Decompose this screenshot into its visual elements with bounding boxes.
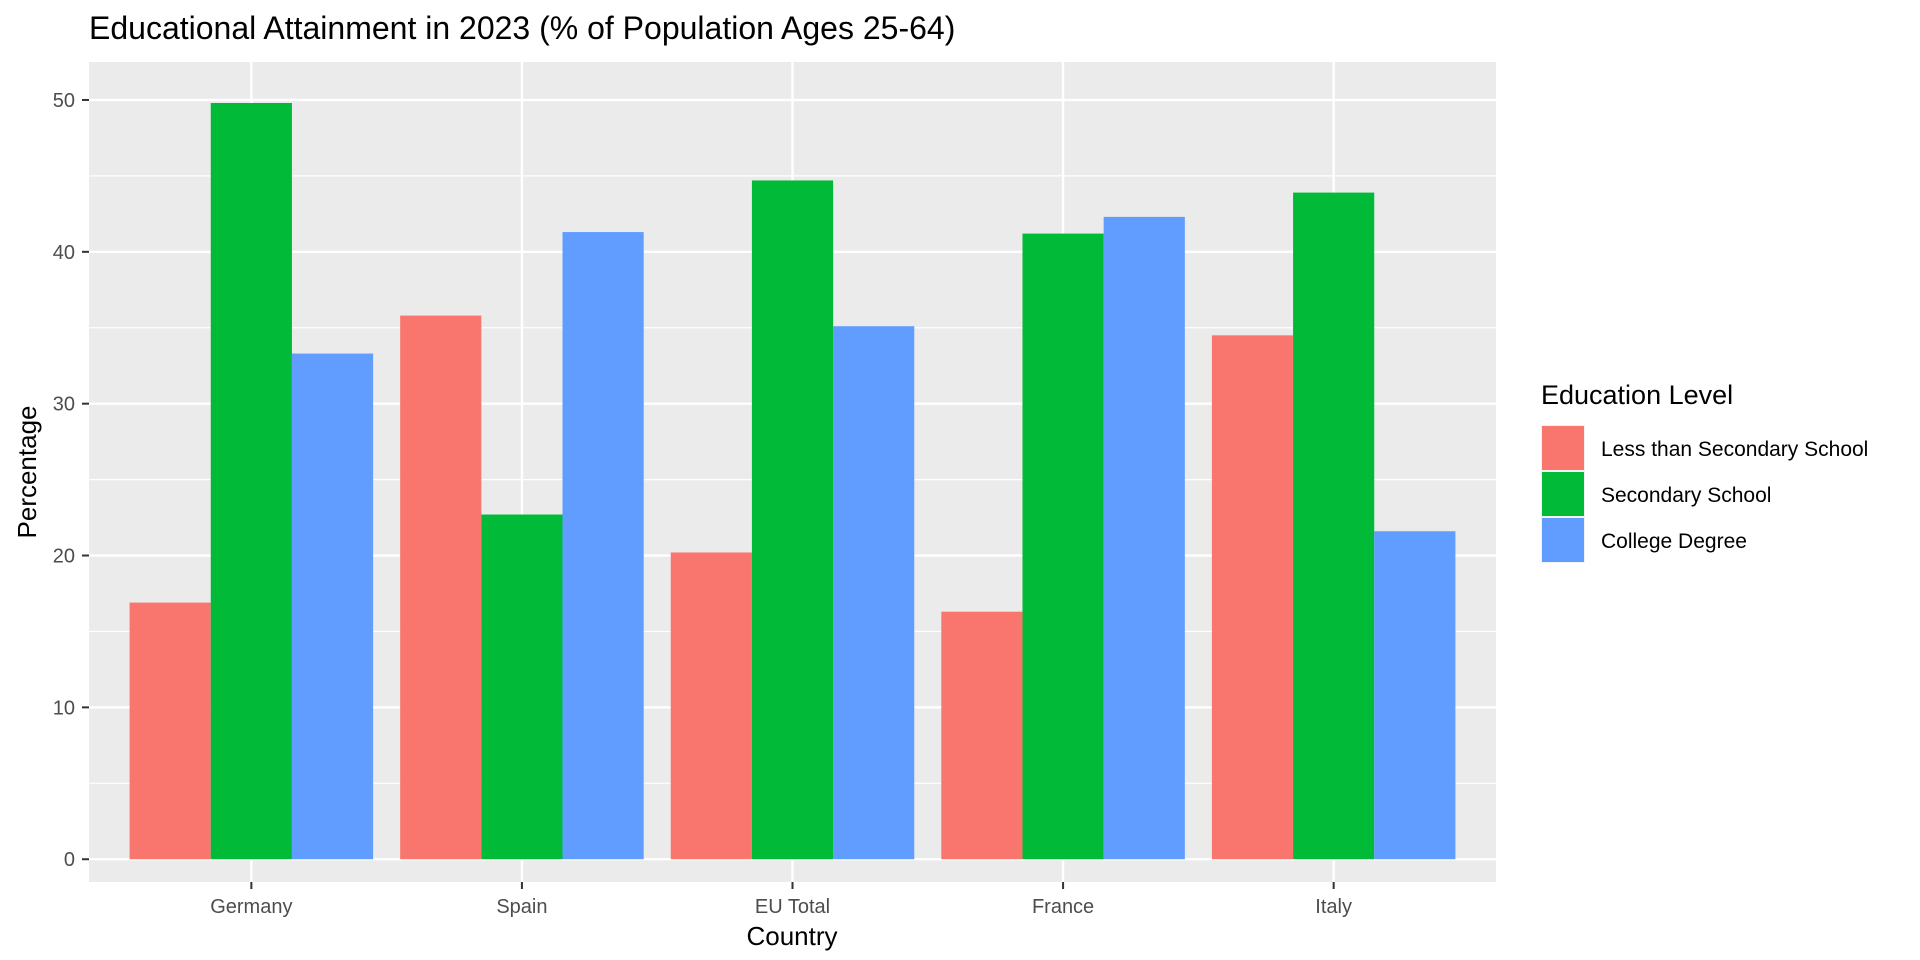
x-axis: Germany Spain EU Total France Italy <box>210 882 1352 918</box>
bars: Germany — Less than Secondary School: 16… <box>129 103 1456 860</box>
x-tick-label: EU Total <box>755 896 830 918</box>
bar: Spain — Secondary School: 22.7 <box>481 514 563 860</box>
y-axis-title: Percentage <box>12 406 42 539</box>
legend-label: Less than Secondary School <box>1601 438 1868 461</box>
chart-title: Educational Attainment in 2023 (% of Pop… <box>89 10 955 46</box>
x-tick-label: France <box>1032 896 1094 918</box>
legend-items: Less than Secondary School Secondary Scho… <box>1541 425 1868 563</box>
bar: Germany — College Degree: 33.3 <box>291 353 374 860</box>
y-tick-label: 50 <box>53 90 75 112</box>
legend-key-swatch <box>1542 472 1584 516</box>
x-tick-label: Spain <box>496 896 547 918</box>
bar: Germany — Less than Secondary School: 16… <box>129 602 211 860</box>
bar: Spain — College Degree: 41.3 <box>562 232 644 860</box>
bar: EU Total — College Degree: 35.1 <box>833 326 915 860</box>
bar: Germany — Secondary School: 49.8 <box>210 103 292 860</box>
legend-label: Secondary School <box>1601 484 1771 507</box>
bar: France — College Degree: 42.3 <box>1103 216 1185 860</box>
bar: France — Secondary School: 41.2 <box>1022 233 1104 860</box>
legend-key-swatch <box>1542 426 1584 470</box>
legend-label: College Degree <box>1601 530 1747 553</box>
bar: Spain — Less than Secondary School: 35.8 <box>400 315 482 860</box>
bar: Italy — Secondary School: 43.9 <box>1293 192 1375 860</box>
x-tick-label: Germany <box>210 896 292 918</box>
x-axis-title: Country <box>746 921 837 951</box>
legend: Education Level Less than Secondary Scho… <box>1541 380 1868 563</box>
legend-key-swatch <box>1542 518 1584 562</box>
bar: Italy — Less than Secondary School: 34.5 <box>1211 335 1294 860</box>
bar: Italy — College Degree: 21.6 <box>1374 531 1456 860</box>
x-tick-label: Italy <box>1315 896 1352 918</box>
bar: France — Less than Secondary School: 16.… <box>941 611 1023 860</box>
y-axis: 0 10 20 30 40 50 <box>53 90 89 871</box>
y-tick-label: 0 <box>64 849 75 871</box>
bar: EU Total — Secondary School: 44.7 <box>751 180 834 860</box>
y-tick-label: 10 <box>53 697 75 719</box>
bar: EU Total — Less than Secondary School: 2… <box>670 552 752 860</box>
y-tick-label: 20 <box>53 546 75 568</box>
y-tick-label: 40 <box>53 242 75 264</box>
legend-title: Education Level <box>1541 380 1733 410</box>
y-tick-label: 30 <box>53 394 75 416</box>
